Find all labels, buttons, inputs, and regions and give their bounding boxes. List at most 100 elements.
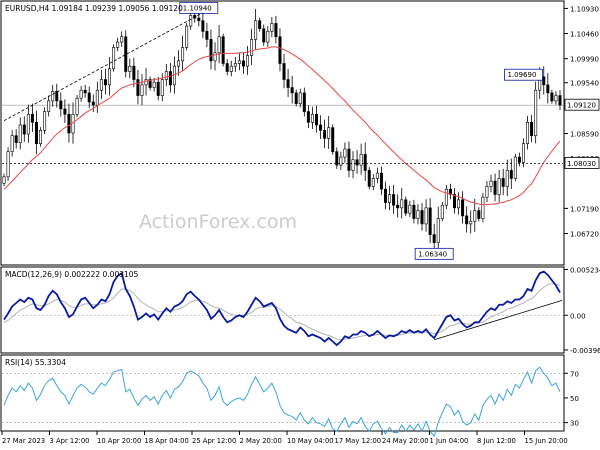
candle-body (558, 95, 562, 106)
candle-body (34, 122, 38, 144)
candle-body (209, 39, 213, 62)
candle-body (108, 68, 112, 86)
x-tick-label: 24 May 20:00 (382, 437, 429, 445)
candle-body (47, 100, 51, 112)
candle-body (156, 81, 160, 96)
candle-body (388, 194, 392, 203)
macd-panel-title: MACD(12,26,9) 0.002222 0.003105 (5, 270, 139, 279)
macd-line (3, 270, 561, 347)
x-tick-label: 10 Apr 20:00 (97, 437, 141, 445)
candle-body (396, 204, 400, 209)
candle-body (550, 92, 554, 102)
macd-tick-label: 0.00 (570, 312, 586, 320)
candle-body (278, 36, 282, 64)
x-tick-label: 18 Apr 04:00 (145, 437, 189, 445)
candle-body (501, 178, 505, 187)
candle-body (452, 194, 456, 209)
candle-body (432, 234, 436, 243)
candle-body (323, 130, 327, 139)
x-tick-label: 25 Apr 12:00 (192, 437, 236, 445)
candle-body (266, 31, 270, 43)
candle-body (140, 84, 144, 96)
candle-body (270, 23, 274, 32)
candle-body (294, 92, 298, 104)
candle-body (286, 79, 290, 88)
rsi-tick-label: 70 (570, 370, 579, 378)
candle-body (262, 28, 266, 43)
x-tick-label: 2 May 20:00 (240, 437, 282, 445)
candle-body (314, 113, 318, 126)
candle-body (416, 210, 420, 219)
candle-body (505, 170, 509, 187)
candle-body (306, 111, 310, 123)
macd-signal-line (3, 283, 561, 341)
price-annotation-box (414, 247, 454, 260)
candle-body (233, 63, 237, 67)
candle-body (59, 100, 63, 110)
candle-body (160, 79, 164, 96)
candle-body (164, 71, 168, 80)
candle-body (51, 90, 55, 102)
candle-body (205, 31, 209, 40)
candle-body (343, 148, 347, 158)
moving-average-line (3, 46, 561, 206)
candle-body (400, 199, 404, 209)
rsi-layer: 70 50 30 (2, 366, 579, 438)
current-price-label: 1.09120 (567, 102, 596, 110)
candle-body (128, 65, 132, 72)
candle-body (526, 122, 530, 144)
x-tick-label: 17 May 12:00 (335, 437, 382, 445)
candle-body (461, 199, 465, 217)
candle-body (290, 87, 294, 94)
candle-body (10, 135, 14, 153)
candle-body (428, 207, 432, 235)
x-tick-label: 8 Jun 12:00 (477, 437, 516, 445)
candle-body (120, 36, 124, 43)
candle-body (392, 194, 396, 206)
macd-tick-label: 0.005234 (570, 266, 600, 274)
price-panel-frame (0, 0, 565, 266)
price-tick-label: 1.06720 (570, 231, 599, 239)
candle-body (310, 113, 314, 123)
candle-body (99, 79, 103, 91)
candle-body (112, 47, 116, 70)
candle-body (22, 124, 26, 135)
candle-body (351, 159, 355, 171)
price-tick-label: 1.09990 (570, 56, 599, 64)
price-tick-label: 1.08590 (570, 131, 599, 139)
candle-body (237, 60, 241, 64)
candle-body (274, 23, 278, 38)
x-tick-label: 1 Jun 04:00 (430, 437, 469, 445)
candle-body (87, 92, 91, 103)
candle-body (39, 130, 43, 144)
candle-body (497, 178, 501, 195)
rsi-line (3, 366, 561, 438)
candle-body (436, 218, 440, 243)
support-price-label: 1.08030 (567, 160, 596, 168)
candle-body (221, 36, 225, 64)
candle-body (67, 113, 71, 134)
support-price-box (564, 157, 600, 169)
price-annotation-label: 1.06340 (418, 250, 447, 258)
candle-body (95, 89, 99, 106)
candle-body (379, 172, 383, 190)
candle-body (14, 135, 18, 143)
x-tick-label: 27 Mar 2023 (2, 437, 45, 445)
candle-body (250, 39, 254, 56)
candle-body (363, 154, 367, 171)
macd-trendline (434, 299, 563, 341)
candle-body (546, 84, 550, 94)
candle-body (383, 188, 387, 203)
trendline (3, 12, 204, 122)
candle-body (201, 20, 205, 32)
price-tick-label: 1.10930 (570, 5, 599, 13)
candle-body (116, 41, 120, 48)
rsi-tick-label: 50 (570, 395, 579, 403)
candle-body (477, 210, 481, 219)
candle-body (189, 15, 193, 27)
candle-body (412, 204, 416, 219)
candle-body (26, 113, 30, 135)
price-annotation-box (179, 1, 219, 14)
